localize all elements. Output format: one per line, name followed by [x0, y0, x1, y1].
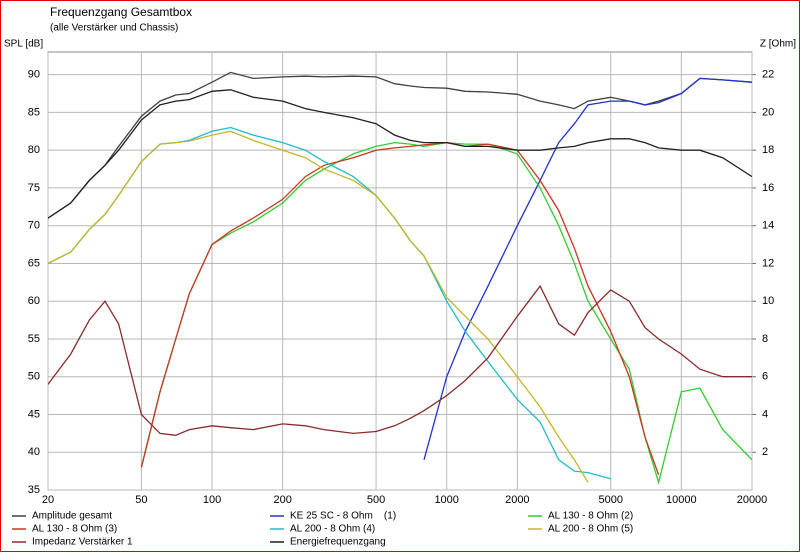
y-tick-label: 90 — [28, 69, 40, 81]
plot-area — [47, 51, 753, 491]
y-tick-label: 70 — [28, 220, 40, 232]
chart-subtitle: (alle Verstärker und Chassis) — [50, 23, 178, 34]
y2-tick-label: 12 — [762, 257, 774, 269]
x-tick-label: 20000 — [737, 494, 768, 506]
legend-label: AL 200 - 8 Ohm (5) — [548, 524, 633, 535]
y-tick-label: 80 — [28, 144, 40, 156]
x-tick-label: 200 — [273, 494, 291, 506]
x-tick-label: 20 — [42, 494, 54, 506]
x-tick-label: 50 — [135, 494, 147, 506]
x-tick-label: 1000 — [434, 494, 458, 506]
y-axis-label: SPL [dB] — [4, 39, 43, 50]
y-tick-label: 45 — [28, 408, 40, 420]
x-tick-label: 500 — [367, 494, 385, 506]
legend-label: Impedanz Verstärker 1 — [32, 537, 133, 548]
y2-tick-label: 20 — [762, 106, 774, 118]
y2-tick-label: 6 — [762, 371, 768, 383]
y2-axis-label: Z [Ohm] — [760, 39, 796, 50]
legend-label: AL 200 - 8 Ohm (4) — [290, 524, 375, 535]
y-tick-label: 50 — [28, 371, 40, 383]
y-tick-label: 60 — [28, 295, 40, 307]
y2-tick-label: 18 — [762, 144, 774, 156]
y2-tick-label: 14 — [762, 220, 774, 232]
x-tick-label: 5000 — [598, 494, 622, 506]
chart-title: Frequenzgang Gesamtbox — [50, 5, 192, 19]
y2-tick-label: 8 — [762, 333, 768, 345]
legend-label: Energiefrequenzgang — [290, 537, 386, 548]
series-line — [48, 130, 589, 483]
series-line — [48, 284, 752, 436]
y-tick-label: 35 — [28, 484, 40, 496]
y2-tick-label: 22 — [762, 69, 774, 81]
plot-lines — [48, 71, 752, 485]
y-tick-label: 85 — [28, 106, 40, 118]
legend-label: KE 25 SC - 8 Ohm (1) — [290, 511, 396, 522]
y-tick-label: 55 — [28, 333, 40, 345]
y-tick-label: 40 — [28, 446, 40, 458]
y2-tick-label: 2 — [762, 446, 768, 458]
series-line — [423, 77, 752, 460]
x-tick-label: 10000 — [666, 494, 697, 506]
legend-label: AL 130 - 8 Ohm (2) — [548, 511, 633, 522]
series-line — [48, 89, 752, 219]
series-line — [140, 141, 660, 476]
legend-label: Amplitude gesamt — [32, 511, 112, 522]
y2-tick-label: 16 — [762, 182, 774, 194]
x-tick-label: 100 — [203, 494, 221, 506]
y2-tick-label: 10 — [762, 295, 774, 307]
y2-tick-label: 4 — [762, 408, 768, 420]
legend-label: AL 130 - 8 Ohm (3) — [32, 524, 117, 535]
x-tick-label: 2000 — [505, 494, 529, 506]
y-tick-label: 65 — [28, 257, 40, 269]
y-tick-label: 75 — [28, 182, 40, 194]
